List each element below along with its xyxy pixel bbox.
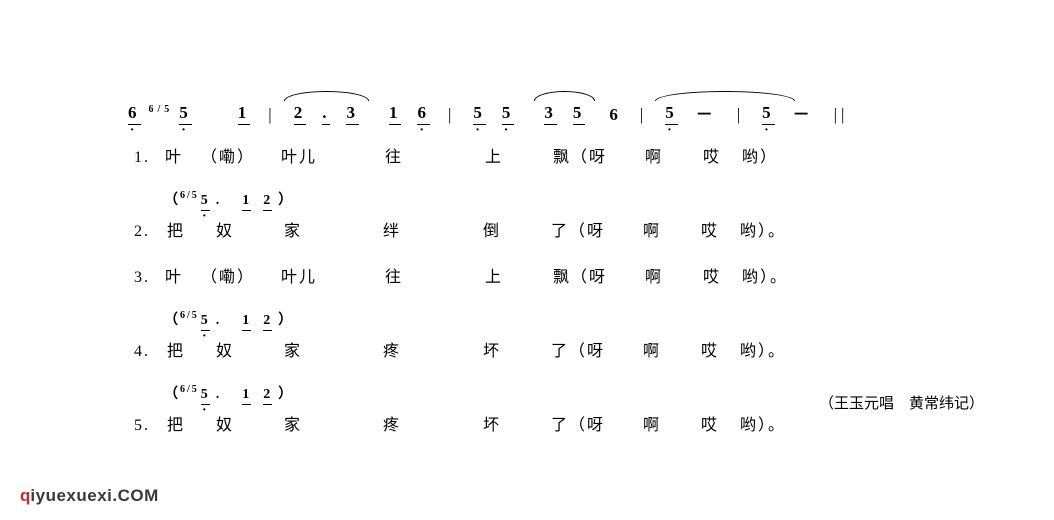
dash: － <box>793 100 814 125</box>
note: 2 <box>294 103 307 125</box>
lyric-char: 家 <box>254 217 332 241</box>
lyric-char: 倒 <box>452 217 532 241</box>
lyric-char: 哎 <box>680 217 740 241</box>
note: 6 <box>609 105 622 125</box>
lyric-char: 把 <box>156 411 196 435</box>
note-group: 66/55 <box>120 103 200 125</box>
lyric-char: 了（呀 <box>532 337 624 361</box>
note: 5 <box>473 103 486 125</box>
barline: | <box>268 105 275 125</box>
lyric-char: 哎 <box>682 143 742 167</box>
watermark: qiyuexuexi.COM <box>20 486 159 506</box>
barline: | <box>640 105 647 125</box>
note-group: 5 <box>657 103 686 125</box>
note-group: 6 <box>601 105 630 125</box>
credit-line: （王玉元唱 黄常纬记） <box>819 392 984 413</box>
sheet-page: 66/551|2.316|55356|5－|5－|| 1.叶（嘞）叶儿往上飘（呀… <box>0 0 1054 435</box>
note: 5 <box>573 103 586 125</box>
lyric-char: 啊 <box>624 411 680 435</box>
sub-notation: （6/55. 12） <box>164 189 954 211</box>
lyric-char: 把 <box>156 217 196 241</box>
lyric-number: 3. <box>120 269 150 287</box>
lyric-char: 疼 <box>332 411 452 435</box>
lyric-number: 1. <box>120 149 150 167</box>
lyric-char: 家 <box>254 411 332 435</box>
note-group: 55 <box>465 103 522 125</box>
lyric-char: 疼 <box>332 337 452 361</box>
dash: － <box>696 100 717 125</box>
note: 3 <box>544 103 557 125</box>
lyric-number: 4. <box>120 343 150 361</box>
lyric-char: 哎 <box>680 411 740 435</box>
note-group: 2.3 <box>286 103 367 125</box>
lyric-char: 坏 <box>452 337 532 361</box>
notation-row: 66/551|2.316|55356|5－|5－|| <box>120 100 954 125</box>
lyric-char: 叶 <box>156 263 192 287</box>
lyric-char: 叶儿 <box>264 263 334 287</box>
lyric-char: 往 <box>334 263 454 287</box>
watermark-q: q <box>20 486 30 505</box>
lyric-char: 啊 <box>626 263 682 287</box>
lyric-char: 哎 <box>680 337 740 361</box>
watermark-text: iyuexuexi.COM <box>30 486 158 505</box>
lyric-char: 飘（呀 <box>534 263 626 287</box>
note-group: 1 <box>230 103 259 125</box>
lyric-char: 上 <box>454 263 534 287</box>
lyric-char: 坏 <box>452 411 532 435</box>
note: 1 <box>238 103 251 125</box>
note: 5 <box>179 103 192 125</box>
lyric-char: 哎 <box>682 263 742 287</box>
lyric-char: 往 <box>334 143 454 167</box>
lyric-row: 2. 把奴家绊倒了（呀啊哎哟）。 <box>120 217 954 241</box>
lyric-text: 把奴家疼坏了（呀啊哎哟）。 <box>156 337 740 361</box>
lyric-row: 5. 把奴家疼坏了（呀啊哎哟）。 <box>120 411 954 435</box>
lyric-number: 2. <box>120 223 150 241</box>
lyric-row: 3. 叶（嘞）叶儿往上飘（呀啊哎哟）。 <box>120 263 954 287</box>
barline: | <box>737 105 744 125</box>
sub-notation: （6/55. 12） <box>164 309 954 331</box>
lyric-char: 上 <box>454 143 534 167</box>
lyric-char: 叶 <box>156 143 192 167</box>
lyric-text: 叶（嘞）叶儿往上飘（呀啊哎哟） <box>156 143 742 167</box>
lyric-text: 把奴家疼坏了（呀啊哎哟）。 <box>156 411 740 435</box>
double-barline: || <box>834 105 849 125</box>
lyric-text: 叶（嘞）叶儿往上飘（呀啊哎哟）。 <box>156 263 742 287</box>
lyric-char: 把 <box>156 337 196 361</box>
note-group: 16 <box>381 103 438 125</box>
lyric-char: （嘞） <box>192 143 264 167</box>
note: . <box>322 103 330 125</box>
lyric-char: 啊 <box>624 217 680 241</box>
note-group: 35 <box>536 103 593 125</box>
lyric-char: 啊 <box>624 337 680 361</box>
note: 5 <box>665 103 678 125</box>
lyric-row: 1. 叶（嘞）叶儿往上飘（呀啊哎哟） <box>120 143 954 167</box>
note: 5 <box>502 103 515 125</box>
lyric-char: 啊 <box>626 143 682 167</box>
lyric-row: 4. 把奴家疼坏了（呀啊哎哟）。 <box>120 337 954 361</box>
lyric-number: 5. <box>120 417 150 435</box>
lyric-char: 叶儿 <box>264 143 334 167</box>
lyric-char: 了（呀 <box>532 217 624 241</box>
note: 5 <box>762 103 775 125</box>
lyric-char: 绊 <box>332 217 452 241</box>
note: 1 <box>389 103 402 125</box>
note: 6 <box>417 103 430 125</box>
lyric-char: 飘（呀 <box>534 143 626 167</box>
note: 3 <box>346 103 359 125</box>
lyric-char: 了（呀 <box>532 411 624 435</box>
barline: | <box>448 105 455 125</box>
note: 6 <box>128 103 141 125</box>
note-group: 5 <box>754 103 783 125</box>
lyric-text: 把奴家绊倒了（呀啊哎哟）。 <box>156 217 740 241</box>
lyric-char: （嘞） <box>192 263 264 287</box>
lyric-char: 家 <box>254 337 332 361</box>
